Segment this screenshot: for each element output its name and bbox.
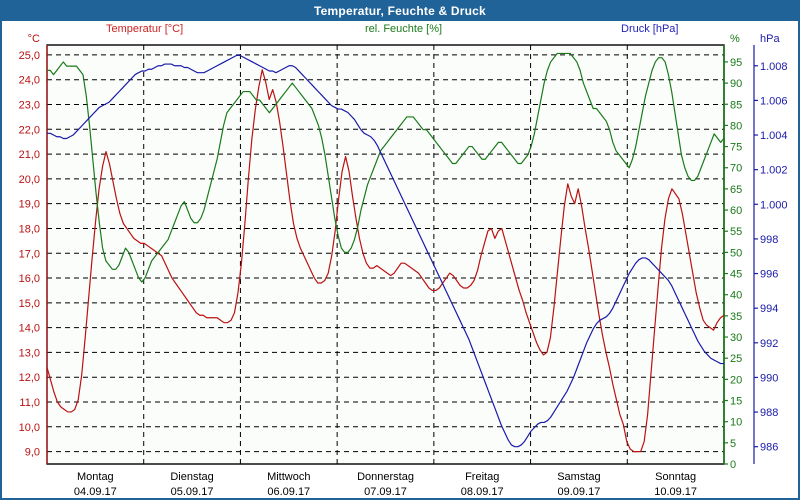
svg-text:12,0: 12,0 <box>19 372 40 384</box>
svg-text:hPa: hPa <box>760 33 780 45</box>
svg-text:60: 60 <box>730 205 742 217</box>
x-axis-day-label: Montag 04.09.17 <box>35 470 155 500</box>
x-axis-day-label: Freitag 08.09.17 <box>422 470 542 500</box>
svg-text:1.006: 1.006 <box>760 95 788 107</box>
series-lines <box>46 52 725 453</box>
legend-item-humidity: rel. Feuchte [%] <box>365 23 443 35</box>
svg-text:10,0: 10,0 <box>19 422 40 434</box>
svg-text:25: 25 <box>730 353 742 365</box>
axis-temperature: °C 25,0 24,0 23,0 22,0 21,0 20,0 19,0 18,0 17,0 16… <box>19 33 48 464</box>
svg-text:992: 992 <box>760 338 778 350</box>
svg-text:90: 90 <box>730 78 742 90</box>
day-date: 08.09.17 <box>460 486 504 498</box>
svg-text:75: 75 <box>730 142 742 154</box>
svg-text:1.008: 1.008 <box>760 61 788 73</box>
day-name: Samstag <box>557 471 601 483</box>
svg-text:30: 30 <box>730 332 742 344</box>
svg-text:70: 70 <box>730 163 742 175</box>
svg-text:998: 998 <box>760 234 778 246</box>
svg-text:55: 55 <box>730 226 742 238</box>
x-axis-day-label: Mittwoch 06.09.17 <box>229 470 349 500</box>
svg-text:988: 988 <box>760 407 778 419</box>
svg-text:1.000: 1.000 <box>760 199 788 211</box>
svg-text:40: 40 <box>730 290 742 302</box>
day-name: Dienstag <box>170 471 214 483</box>
day-date: 09.09.17 <box>557 486 601 498</box>
day-name: Montag <box>76 471 114 483</box>
axis-pressure: hPa 1.008 1.006 1.004 1.002 1.000 998 996 994 992… <box>753 33 788 464</box>
svg-text:22,0: 22,0 <box>19 124 40 136</box>
day-date: 10.09.17 <box>654 486 698 498</box>
svg-text:23,0: 23,0 <box>19 100 40 112</box>
day-date: 05.09.17 <box>170 486 214 498</box>
svg-text:50: 50 <box>730 247 742 259</box>
svg-text:13,0: 13,0 <box>19 347 40 359</box>
svg-text:80: 80 <box>730 120 742 132</box>
svg-text:°C: °C <box>28 33 40 45</box>
day-name: Sonntag <box>655 471 697 483</box>
svg-text:1.004: 1.004 <box>760 130 788 142</box>
svg-text:19,0: 19,0 <box>19 199 40 211</box>
svg-text:24,0: 24,0 <box>19 75 40 87</box>
svg-text:20: 20 <box>730 374 742 386</box>
svg-text:10: 10 <box>730 417 742 429</box>
chart-legend: Temperatur [°C] rel. Feuchte [%] Druck [… <box>2 23 798 43</box>
svg-text:35: 35 <box>730 311 742 323</box>
svg-text:990: 990 <box>760 372 778 384</box>
day-date: 06.09.17 <box>267 486 311 498</box>
svg-text:0: 0 <box>730 459 736 471</box>
day-name: Donnerstag <box>357 471 414 483</box>
svg-text:994: 994 <box>760 303 778 315</box>
svg-text:996: 996 <box>760 269 778 281</box>
x-axis-day-label: Dienstag 05.09.17 <box>132 470 252 500</box>
svg-text:18,0: 18,0 <box>19 223 40 235</box>
x-axis-day-labels: Montag 04.09.17 Dienstag 05.09.17 Mittwoch 06… <box>2 464 798 498</box>
window-title: Temperatur, Feuchte & Druck <box>314 4 486 18</box>
day-date: 04.09.17 <box>73 486 117 498</box>
legend-item-temperature: Temperatur [°C] <box>106 23 184 35</box>
legend-item-pressure: Druck [hPa] <box>621 23 679 35</box>
svg-text:%: % <box>730 33 740 45</box>
grid-lines <box>47 45 724 464</box>
svg-text:5: 5 <box>730 438 736 450</box>
svg-text:15,0: 15,0 <box>19 298 40 310</box>
window-title-bar: Temperatur, Feuchte & Druck <box>2 2 798 21</box>
svg-text:45: 45 <box>730 269 742 281</box>
svg-text:1.002: 1.002 <box>760 165 788 177</box>
svg-text:15: 15 <box>730 396 742 408</box>
x-axis-day-label: Sonntag 10.09.17 <box>616 470 736 500</box>
svg-text:20,0: 20,0 <box>19 174 40 186</box>
day-name: Mittwoch <box>267 471 311 483</box>
svg-text:14,0: 14,0 <box>19 323 40 335</box>
day-name: Freitag <box>465 471 500 483</box>
plot-background <box>47 45 724 464</box>
svg-text:17,0: 17,0 <box>19 248 40 260</box>
svg-text:25,0: 25,0 <box>19 50 40 62</box>
svg-text:986: 986 <box>760 442 778 454</box>
svg-text:11,0: 11,0 <box>19 397 40 409</box>
svg-text:85: 85 <box>730 99 742 111</box>
svg-text:9,0: 9,0 <box>25 447 40 459</box>
svg-text:16,0: 16,0 <box>19 273 40 285</box>
x-axis-day-label: Samstag 09.09.17 <box>519 470 639 500</box>
day-date: 07.09.17 <box>364 486 407 498</box>
svg-text:95: 95 <box>730 57 742 69</box>
svg-text:21,0: 21,0 <box>19 149 40 161</box>
svg-text:65: 65 <box>730 184 742 196</box>
x-axis-day-label: Donnerstag 07.09.17 <box>326 470 446 500</box>
